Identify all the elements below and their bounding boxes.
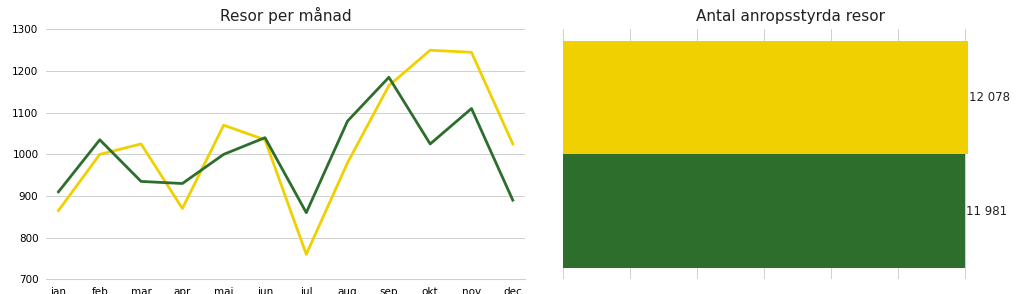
- Title: Resor per månad: Resor per månad: [220, 7, 351, 24]
- Text: 12 078: 12 078: [970, 91, 1011, 104]
- Title: Antal anropsstyrda resor: Antal anropsstyrda resor: [696, 9, 885, 24]
- Bar: [562, 41, 968, 154]
- Bar: [562, 154, 965, 268]
- Text: 11 981: 11 981: [967, 205, 1008, 218]
